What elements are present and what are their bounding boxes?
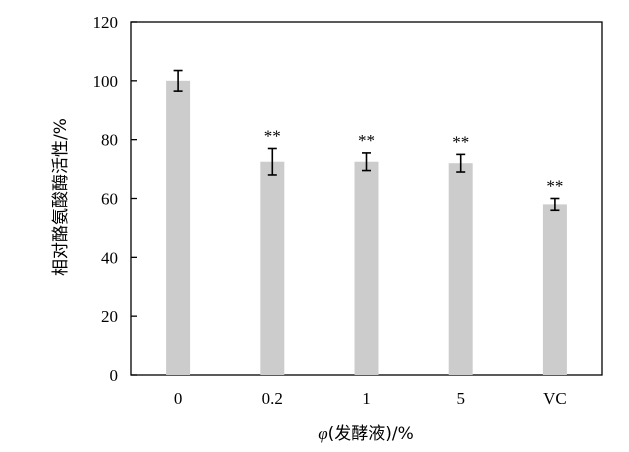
significance-marker: ** <box>358 131 375 150</box>
x-tick-label: 0 <box>174 389 183 408</box>
bar <box>542 204 567 375</box>
y-tick-label: 20 <box>101 307 118 326</box>
y-tick-label: 80 <box>101 131 118 150</box>
y-tick-label: 120 <box>93 13 119 32</box>
significance-marker: ** <box>546 177 563 196</box>
significance-marker: ** <box>452 132 469 151</box>
x-axis-ticks: 0 0.2 1 5 VC <box>174 389 567 408</box>
y-tick-label: 0 <box>110 366 119 385</box>
significance-marker: ** <box>264 126 281 145</box>
y-tick-label: 40 <box>101 248 118 267</box>
x-axis-title: φ(发酵液)/% <box>318 424 414 444</box>
x-axis-title-unit: (发酵液)/% <box>328 424 414 444</box>
bar <box>166 80 191 375</box>
bar <box>354 161 379 375</box>
bar <box>448 163 473 375</box>
bars <box>166 80 567 375</box>
x-tick-label: 1 <box>362 389 371 408</box>
x-tick-label: VC <box>543 389 567 408</box>
x-tick-label: 0.2 <box>262 389 283 408</box>
y-axis-title: 相对酪氨酸酶活性/% <box>51 118 71 276</box>
error-bars <box>173 69 560 212</box>
bar <box>260 161 285 375</box>
x-axis-title-symbol: φ <box>318 424 327 443</box>
y-tick-label: 100 <box>93 72 119 91</box>
y-axis-ticks: 0 20 40 60 80 100 120 <box>93 13 137 385</box>
x-tick-label: 5 <box>456 389 465 408</box>
y-tick-label: 60 <box>101 190 118 209</box>
significance-labels: ** ** ** ** <box>264 126 564 195</box>
